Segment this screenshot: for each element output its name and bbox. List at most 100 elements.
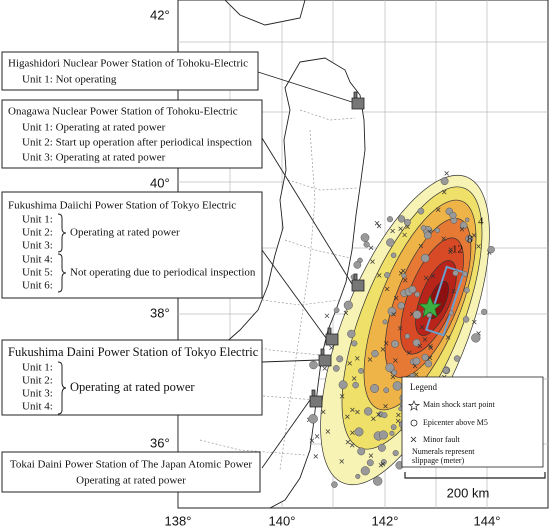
- epicenter: [378, 430, 388, 440]
- leader-line: [261, 359, 320, 363]
- legend-title: Legend: [410, 382, 437, 392]
- minor-fault: [419, 324, 425, 330]
- epicenter: [462, 271, 468, 277]
- contour-label: 4: [478, 216, 484, 228]
- epicenter: [371, 349, 379, 358]
- epicenter: [423, 231, 432, 240]
- land-hokkaido: [224, 0, 306, 26]
- epicenter: [386, 238, 395, 247]
- epicenter: [397, 302, 405, 310]
- minor-fault: [472, 319, 477, 325]
- epicenter: [462, 316, 470, 323]
- minor-fault: [355, 356, 360, 361]
- epicenter: [390, 252, 397, 259]
- epicenter: [420, 253, 430, 263]
- epicenter: [397, 215, 406, 223]
- epicenter: [333, 307, 340, 314]
- epicenter: [377, 443, 386, 452]
- minor-fault: [383, 341, 389, 346]
- unit-label: Unit 6:: [22, 280, 53, 292]
- minor-fault: [313, 454, 319, 459]
- box-frame: [1, 451, 261, 493]
- epicenter: [414, 291, 421, 298]
- epicenter: [331, 481, 338, 488]
- latitude-label: 38°: [150, 305, 170, 320]
- minor-fault: [417, 343, 423, 349]
- epicenter: [390, 424, 397, 430]
- station-icon: [325, 327, 339, 346]
- epicenter: [481, 308, 488, 316]
- minor-fault: [329, 345, 334, 351]
- minor-fault: [370, 259, 375, 264]
- epicenter: [392, 381, 402, 391]
- minor-fault: [459, 226, 465, 232]
- brace: [57, 253, 67, 293]
- legend-symbol: [410, 419, 418, 427]
- minor-fault: [441, 236, 446, 241]
- minor-fault: [376, 412, 381, 417]
- map-area: 4 8 12 Legend Main shock start point Epi…: [177, 0, 549, 509]
- station-box: Onagawa Nuclear Power Station of Tohoku-…: [1, 99, 263, 169]
- minor-fault: [322, 366, 327, 371]
- epicenter: [403, 218, 411, 226]
- minor-fault: [374, 221, 380, 226]
- minor-fault: [435, 207, 441, 212]
- unit-label: Unit 1:: [22, 362, 53, 374]
- minor-fault: [355, 409, 360, 415]
- minor-fault: [325, 429, 331, 434]
- leader-line: [261, 399, 311, 469]
- minor-fault: [402, 232, 407, 238]
- epicenter: [360, 466, 370, 476]
- minor-fault: [371, 416, 376, 422]
- epicenter: [336, 355, 344, 363]
- brace: [57, 213, 67, 253]
- epicenter: [357, 447, 366, 456]
- epicenter: [465, 234, 474, 243]
- prefecture-borders: [199, 109, 359, 471]
- minor-fault: [321, 409, 326, 415]
- epicenter: [448, 310, 454, 316]
- station-title: Higashidori Nuclear Power Station of Toh…: [8, 58, 248, 70]
- box-frame: [1, 51, 259, 91]
- minor-fault: [445, 335, 451, 340]
- minor-fault: [430, 273, 436, 279]
- epicenter: [373, 476, 383, 486]
- station-icon: [351, 91, 365, 110]
- station-box: Fukushima Daiichi Power Station of Tokyo…: [1, 191, 263, 299]
- epicenter: [360, 233, 370, 242]
- minor-fault: [391, 311, 396, 317]
- box-frame: [1, 339, 263, 416]
- unit-status: Operating at rated power: [70, 380, 195, 394]
- minor-fault: [314, 434, 320, 439]
- epicenter: [332, 365, 340, 372]
- leader-line: [261, 249, 327, 339]
- unit-label: Unit 4:: [22, 401, 53, 413]
- scale-label: 200 km: [447, 485, 490, 500]
- epicenter: [464, 217, 470, 223]
- minor-fault: [376, 273, 382, 278]
- unit-label: Unit 2:: [22, 375, 53, 387]
- epicenter: [352, 381, 359, 389]
- minor-fault: [427, 355, 433, 361]
- epicenter: [417, 207, 425, 215]
- longitude-label: 142°: [372, 513, 399, 528]
- epicenter: [386, 216, 394, 223]
- minor-fault: [367, 357, 373, 362]
- legend-note: Numerals represent: [412, 447, 475, 456]
- epicenter: [347, 329, 356, 339]
- epicenter: [412, 310, 422, 320]
- epicenter: [366, 459, 374, 467]
- station-box: Higashidori Nuclear Power Station of Toh…: [1, 51, 259, 91]
- minor-fault: [418, 243, 424, 249]
- minor-fault: [378, 463, 384, 468]
- minor-fault: [407, 350, 412, 355]
- minor-fault: [350, 407, 355, 413]
- epicenter: [391, 369, 398, 376]
- station-title: Tokai Daini Power Station of The Japan A…: [10, 459, 253, 471]
- minor-fault: [397, 325, 403, 331]
- contour-label: 12: [452, 244, 463, 256]
- station-box: Fukushima Daini Power Station of Tokyo E…: [1, 339, 263, 416]
- station-icon: [351, 273, 365, 292]
- minor-fault: [428, 343, 433, 349]
